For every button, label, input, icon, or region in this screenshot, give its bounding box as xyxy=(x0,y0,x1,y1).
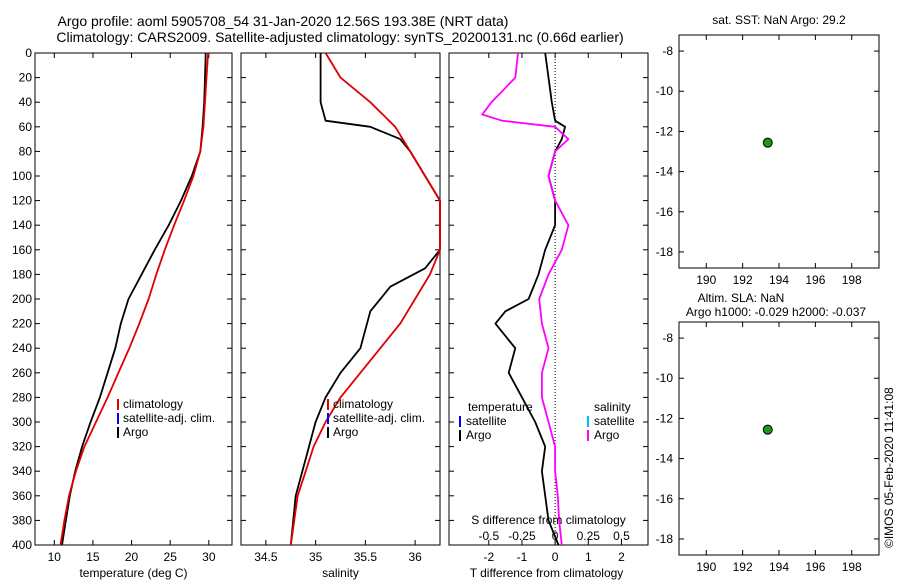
depth-tick-label: 300 xyxy=(12,415,32,429)
depth-tick-label: 200 xyxy=(12,292,32,306)
sst_map-axes-box xyxy=(678,34,880,269)
diff-legend-title-t: temperature xyxy=(468,400,533,414)
diff-top-tick-label: 0 xyxy=(552,529,559,543)
sst_map-ytick-label: -14 xyxy=(656,165,674,179)
depth-tick-label: 280 xyxy=(12,390,32,404)
salinity-xtick-label: 34.5 xyxy=(254,550,278,564)
sst_map-xtick-label: 196 xyxy=(805,273,825,287)
sst_map-xtick-label: 190 xyxy=(696,273,716,287)
sst_map-argo-position-marker xyxy=(762,137,773,148)
depth-tick-label: 20 xyxy=(19,71,33,85)
sst_map-title: sat. SST: NaN Argo: 29.2 xyxy=(712,13,846,27)
diff-legend-label-t: Argo xyxy=(466,428,492,442)
sla_map-ytick-label: -16 xyxy=(656,492,674,506)
sla_map-ytick-label: -8 xyxy=(662,331,673,345)
sst_map-ytick-label: -16 xyxy=(656,205,674,219)
sla_map-axes-box xyxy=(678,321,880,556)
temperature-line-argo xyxy=(61,52,207,546)
watermark: ©IMOS 05-Feb-2020 11:41:08 xyxy=(882,387,896,548)
diff-top-tick-label: 0.5 xyxy=(613,529,630,543)
title-line-1: Argo profile: aoml 5905708_54 31-Jan-202… xyxy=(58,13,509,29)
salinity-xtick-label: 35 xyxy=(309,550,323,564)
depth-tick-label: 140 xyxy=(12,218,32,232)
temperature-legend-label: Argo xyxy=(123,425,149,439)
salinity-xlabel: salinity xyxy=(322,566,359,580)
depth-tick-label: 120 xyxy=(12,194,32,208)
depth-tick-label: 240 xyxy=(12,341,32,355)
depth-tick-label: 160 xyxy=(12,243,32,257)
sla_map-subtitle: Argo h1000: -0.029 h2000: -0.037 xyxy=(686,305,866,319)
sla_map-ytick-label: -12 xyxy=(656,411,674,425)
temperature-line-climatology xyxy=(59,52,209,546)
salinity-axes-box xyxy=(240,52,441,546)
sla_map-xtick-label: 198 xyxy=(842,560,862,574)
depth-tick-label: 320 xyxy=(12,440,32,454)
diff-legend-title-s: salinity xyxy=(594,400,631,414)
salinity-legend-label: Argo xyxy=(333,425,359,439)
sla_map-argo-position-marker xyxy=(762,424,773,435)
depth-tick-label: 40 xyxy=(19,95,33,109)
sla_map-xtick-label: 194 xyxy=(769,560,789,574)
depth-tick-label: 0 xyxy=(25,46,32,60)
differences-xlabel: T difference from climatology xyxy=(470,566,624,580)
depth-tick-label: 400 xyxy=(12,538,32,552)
sst_map-xtick-label: 198 xyxy=(842,273,862,287)
diff-top-tick-label: -0.25 xyxy=(508,529,536,543)
sst_map-ytick-label: -10 xyxy=(656,84,674,98)
differences-xtick-label: 1 xyxy=(585,550,592,564)
salinity-line-climatology xyxy=(289,52,441,546)
diff-top-tick-label: -0.5 xyxy=(478,529,499,543)
sst_map-ytick-label: -8 xyxy=(662,44,673,58)
sla_map-xtick-label: 196 xyxy=(805,560,825,574)
sst_map-ytick-label: -12 xyxy=(656,124,674,138)
sla_map-title: Altim. SLA: NaN xyxy=(698,291,785,305)
depth-tick-label: 340 xyxy=(12,464,32,478)
differences-xtick-label: 2 xyxy=(618,550,625,564)
temperature-xtick-label: 30 xyxy=(202,550,216,564)
diff-top-axis-label: S difference from climatology xyxy=(471,513,626,527)
temperature-xtick-label: 25 xyxy=(164,550,178,564)
temperature-legend-label: climatology xyxy=(123,397,183,411)
depth-tick-label: 220 xyxy=(12,317,32,331)
salinity-legend-label: satellite-adj. clim. xyxy=(333,411,425,425)
sla_map-ytick-label: -18 xyxy=(656,532,674,546)
temperature-xtick-label: 10 xyxy=(48,550,62,564)
salinity-xtick-label: 35.5 xyxy=(354,550,378,564)
sst_map-ytick-label: -18 xyxy=(656,245,674,259)
depth-tick-label: 80 xyxy=(19,144,33,158)
diff-top-tick-label: 0.25 xyxy=(577,529,601,543)
sst_map-xtick-label: 194 xyxy=(769,273,789,287)
diff-line-s-argo xyxy=(481,52,570,546)
temperature-legend-label: satellite-adj. clim. xyxy=(123,411,215,425)
title-line-2: Climatology: CARS2009. Satellite-adjuste… xyxy=(56,29,623,45)
depth-tick-label: 380 xyxy=(12,513,32,527)
differences-xtick-label: -1 xyxy=(517,550,528,564)
diff-legend-label-s: satellite xyxy=(594,414,635,428)
diff-legend-label-t: satellite xyxy=(466,414,507,428)
depth-tick-label: 100 xyxy=(12,169,32,183)
salinity-legend-label: climatology xyxy=(333,397,393,411)
differences-xtick-label: -2 xyxy=(483,550,494,564)
salinity-xtick-label: 36 xyxy=(408,550,422,564)
sla_map-ytick-label: -14 xyxy=(656,452,674,466)
temperature-xtick-label: 20 xyxy=(125,550,139,564)
sla_map-xtick-label: 190 xyxy=(696,560,716,574)
depth-tick-label: 180 xyxy=(12,267,32,281)
temperature-xtick-label: 15 xyxy=(86,550,100,564)
depth-tick-label: 60 xyxy=(19,120,33,134)
differences-xtick-label: 0 xyxy=(552,550,559,564)
temperature-xlabel: temperature (deg C) xyxy=(79,566,187,580)
diff-line-t-argo xyxy=(494,52,566,546)
plots: 10 15 20 25 30020406080100120140160180200220… xyxy=(12,13,880,580)
diff-legend-label-s: Argo xyxy=(594,428,620,442)
depth-tick-label: 260 xyxy=(12,366,32,380)
sla_map-ytick-label: -10 xyxy=(656,371,674,385)
depth-tick-label: 360 xyxy=(12,489,32,503)
sla_map-xtick-label: 192 xyxy=(733,560,753,574)
sst_map-xtick-label: 192 xyxy=(733,273,753,287)
salinity-line-argo xyxy=(289,53,441,546)
